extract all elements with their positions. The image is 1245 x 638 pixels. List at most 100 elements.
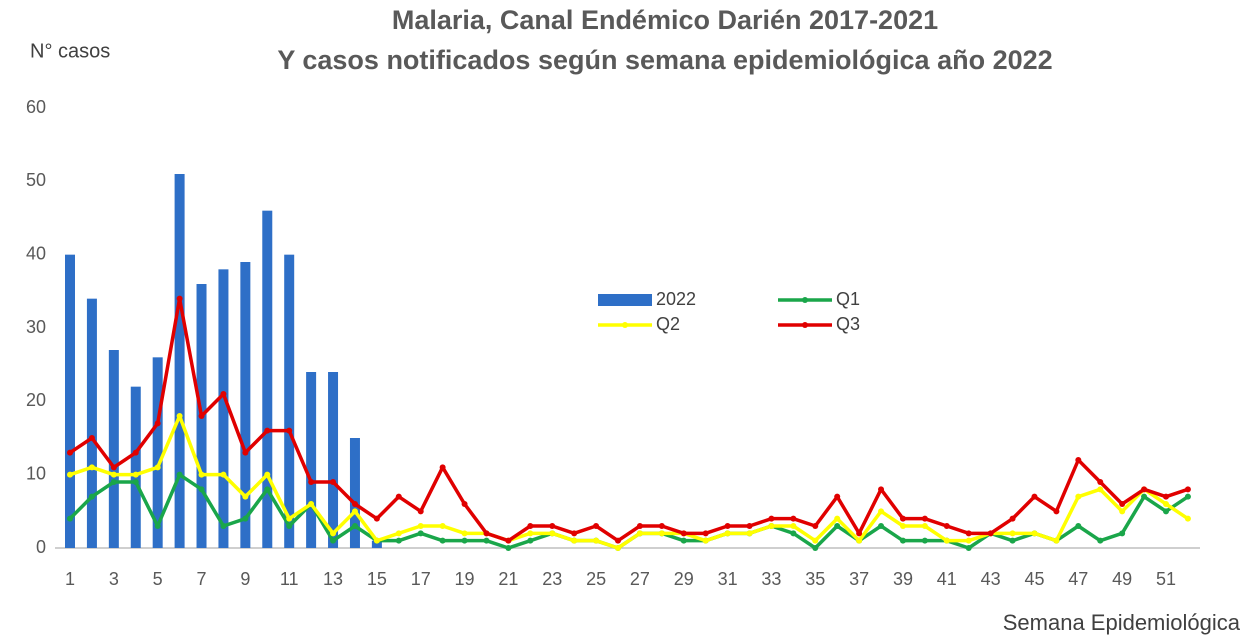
- point: [176, 295, 183, 302]
- point: [395, 537, 402, 544]
- point: [439, 523, 446, 529]
- point: [308, 479, 315, 485]
- legend-label: 2022: [656, 289, 696, 309]
- point: [812, 545, 819, 551]
- point: [67, 471, 73, 478]
- point: [439, 464, 446, 471]
- point: [965, 530, 972, 537]
- point: [746, 523, 753, 529]
- point: [220, 391, 227, 397]
- point: [943, 523, 950, 529]
- y-tick-label: 20: [26, 390, 46, 410]
- x-tick-label: 39: [893, 569, 913, 589]
- point: [373, 537, 380, 544]
- point: [351, 523, 358, 529]
- bar: [174, 174, 185, 548]
- point: [461, 530, 468, 537]
- point: [921, 515, 928, 522]
- point: [483, 530, 490, 537]
- point: [1163, 508, 1169, 515]
- point: [1053, 537, 1060, 544]
- point: [264, 486, 271, 493]
- point: [943, 537, 950, 544]
- point: [242, 493, 249, 500]
- point: [286, 427, 293, 434]
- x-tick-label: 43: [981, 569, 1001, 589]
- point: [264, 471, 271, 478]
- bar: [130, 386, 141, 548]
- point: [1119, 530, 1126, 537]
- point: [351, 501, 358, 507]
- point: [702, 530, 709, 537]
- point: [110, 479, 117, 485]
- legend-label: Q3: [836, 314, 860, 334]
- point: [790, 515, 797, 522]
- point: [878, 523, 885, 529]
- point: [878, 486, 885, 493]
- x-tick-label: 5: [153, 569, 163, 589]
- point: [461, 537, 468, 544]
- x-tick-label: 13: [323, 569, 343, 589]
- point: [67, 449, 73, 456]
- point: [899, 523, 906, 529]
- point: [834, 515, 841, 522]
- point: [768, 523, 775, 529]
- point: [417, 530, 424, 537]
- point: [88, 493, 95, 500]
- x-tick-label: 35: [805, 569, 825, 589]
- point: [549, 530, 556, 537]
- point: [198, 413, 205, 419]
- bar: [240, 262, 251, 548]
- point: [593, 523, 600, 529]
- point: [527, 523, 534, 529]
- point: [899, 515, 906, 522]
- point: [330, 479, 337, 485]
- point: [724, 530, 731, 537]
- point: [242, 515, 249, 522]
- point: [593, 537, 600, 544]
- point: [286, 523, 293, 529]
- bar: [371, 540, 382, 548]
- point: [1141, 486, 1148, 493]
- legend-swatch: [622, 322, 628, 328]
- point: [110, 471, 117, 478]
- x-tick-label: 11: [280, 569, 299, 589]
- point: [1075, 493, 1082, 500]
- chart-title: Malaria, Canal Endémico Darién 2017-2021: [392, 5, 938, 35]
- point: [505, 545, 512, 551]
- point: [176, 413, 183, 419]
- point: [856, 530, 863, 537]
- bar: [328, 372, 339, 548]
- point: [176, 471, 183, 478]
- point: [527, 530, 534, 537]
- point: [790, 523, 797, 529]
- point: [264, 427, 271, 434]
- point: [373, 515, 380, 522]
- point: [483, 537, 490, 544]
- point: [899, 537, 906, 544]
- point: [1009, 515, 1016, 522]
- line: [69, 296, 1189, 543]
- x-tick-label: 19: [455, 569, 475, 589]
- point: [88, 464, 95, 471]
- bar: [306, 372, 317, 548]
- point: [615, 545, 621, 551]
- point: [110, 464, 117, 471]
- point: [67, 515, 73, 522]
- point: [1097, 479, 1104, 485]
- y-tick-label: 60: [26, 97, 46, 117]
- y-tick-label: 40: [26, 243, 46, 263]
- point: [636, 523, 643, 529]
- point: [1119, 501, 1126, 507]
- point: [461, 501, 468, 507]
- bar: [152, 357, 163, 548]
- x-tick-label: 1: [65, 569, 75, 589]
- point: [768, 515, 775, 522]
- point: [856, 537, 863, 544]
- x-tick-label: 21: [498, 569, 518, 589]
- point: [505, 537, 512, 544]
- y-tick-label: 30: [26, 317, 46, 337]
- point: [351, 508, 358, 515]
- bar: [65, 254, 75, 548]
